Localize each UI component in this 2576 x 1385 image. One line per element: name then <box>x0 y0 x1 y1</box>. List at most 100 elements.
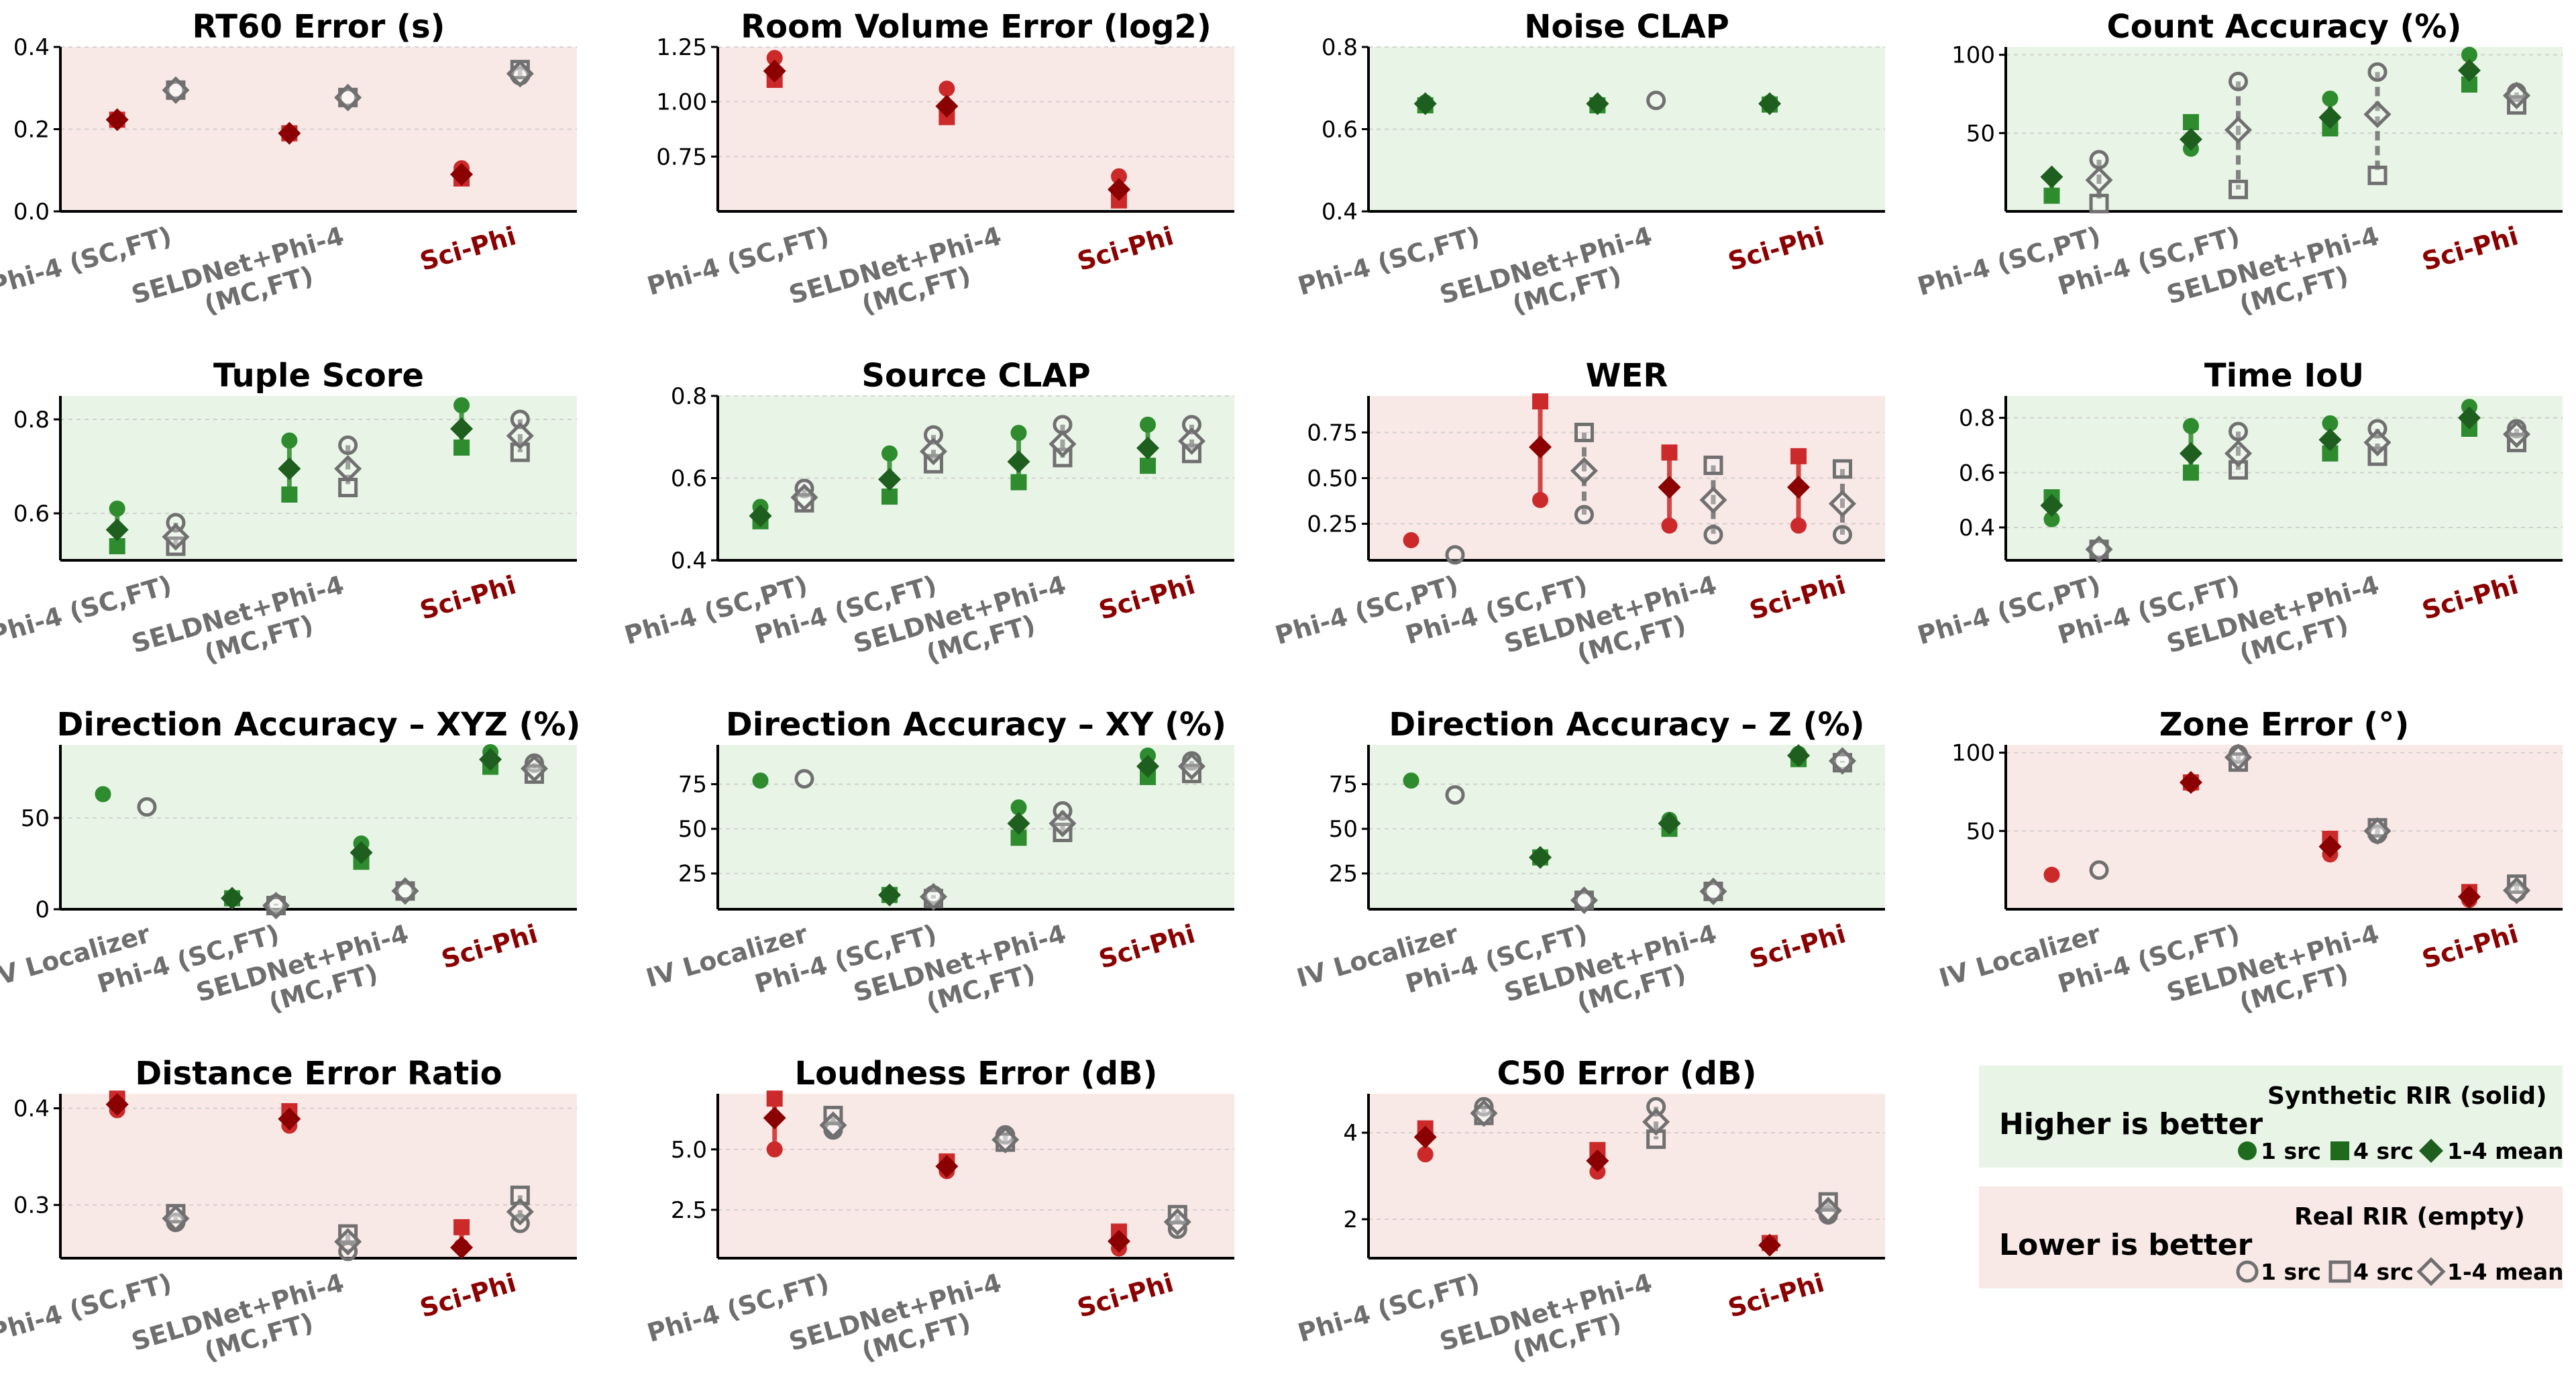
point-synthetic-mean <box>1586 1149 1609 1172</box>
point-synthetic-1src <box>766 50 783 66</box>
point-synthetic-4src <box>766 1090 783 1107</box>
point-synthetic-4src <box>281 486 298 503</box>
y-tick-label: 50 <box>1966 818 1995 845</box>
x-tick-label-sci-phi: Sci-Phi <box>1746 919 1849 974</box>
y-tick-label: 0.8 <box>1322 34 1358 61</box>
y-tick-label: 0.4 <box>671 548 707 574</box>
point-synthetic-4src <box>1010 474 1027 491</box>
y-tick-label: 50 <box>21 805 50 832</box>
point-synthetic-4src <box>2182 464 2199 481</box>
point-real-4src <box>2089 193 2109 213</box>
point-synthetic-1src <box>938 81 955 97</box>
point-real-mean <box>2224 440 2253 468</box>
point-real-mean <box>1177 752 1206 780</box>
point-real-mean <box>1049 430 1077 458</box>
point-real-mean <box>2502 81 2531 109</box>
point-synthetic-1src <box>1790 517 1807 534</box>
point-synthetic-mean <box>2179 771 2202 794</box>
point-real-mean <box>2502 420 2531 448</box>
panel-background <box>1368 1094 1885 1258</box>
chart-title: RT60 Error (s) <box>193 8 445 46</box>
point-synthetic-mean <box>878 468 902 491</box>
point-real-mean <box>334 1227 362 1256</box>
point-real-mean <box>506 60 534 88</box>
point-synthetic-4src <box>1790 448 1807 464</box>
point-real-1src <box>2089 860 2109 880</box>
point-synthetic-1src <box>1532 492 1549 509</box>
legend-real-mean-label: 1-4 mean <box>2447 1259 2564 1285</box>
point-real-1src <box>1445 785 1465 805</box>
point-synthetic-mean <box>763 59 786 83</box>
point-synthetic-mean <box>2457 885 2481 909</box>
point-synthetic-1src <box>453 397 470 413</box>
y-tick-label: 0.25 <box>1307 511 1358 538</box>
chart-title: Tuple Score <box>213 357 424 395</box>
y-tick-label: 2.5 <box>671 1197 707 1224</box>
point-synthetic-4src <box>2182 114 2199 130</box>
point-real-mean <box>2363 817 2392 845</box>
y-tick-label: 50 <box>1329 816 1358 843</box>
point-real-1src <box>2229 421 2249 442</box>
point-real-4src <box>1832 459 1852 479</box>
chart-title: Direction Accuracy – Z (%) <box>1389 706 1864 743</box>
point-synthetic-mean <box>450 162 474 186</box>
point-real-mean <box>1814 1196 1842 1225</box>
x-tick-label-sci-phi: Sci-Phi <box>2419 919 2522 974</box>
point-synthetic-mean <box>1007 812 1030 835</box>
point-synthetic-mean <box>450 1236 474 1260</box>
point-real-mean <box>2363 428 2392 456</box>
x-tick-label-sci-phi: Sci-Phi <box>438 919 541 974</box>
point-real-mean <box>1177 427 1206 455</box>
y-tick-label: 0.8 <box>671 383 707 410</box>
point-real-mean <box>506 1198 534 1226</box>
panel-background <box>718 47 1234 211</box>
point-real-mean <box>334 454 362 483</box>
x-tick-label-sci-phi: Sci-Phi <box>2419 570 2522 625</box>
point-synthetic-mean <box>2040 494 2063 517</box>
point-real-mean <box>162 1204 190 1233</box>
point-synthetic-mean <box>278 1107 301 1131</box>
point-synthetic-1src <box>109 501 125 517</box>
legend-higher-label: Higher is better <box>1999 1107 2263 1141</box>
y-tick-label: 100 <box>1951 740 1995 767</box>
point-real-mean <box>262 892 290 920</box>
y-tick-label: 25 <box>1329 861 1358 888</box>
y-tick-label: 0 <box>35 896 50 923</box>
chart-title: Zone Error (°) <box>2159 706 2410 743</box>
y-tick-label: 0.50 <box>1307 466 1358 493</box>
y-tick-label: 1.25 <box>656 34 707 61</box>
point-synthetic-mean <box>2179 442 2202 465</box>
point-synthetic-mean <box>1108 1229 1131 1253</box>
point-synthetic-mean <box>1787 743 1811 767</box>
chart-title: Noise CLAP <box>1524 8 1729 46</box>
x-tick-label-sci-phi: Sci-Phi <box>417 570 519 625</box>
point-synthetic-4src <box>1661 444 1678 461</box>
point-synthetic-1src <box>2322 415 2339 431</box>
panel-background <box>60 1094 577 1258</box>
y-tick-label: 0.0 <box>13 199 50 225</box>
point-real-1src <box>510 409 530 429</box>
point-real-mean <box>991 1125 1020 1153</box>
point-synthetic-mean <box>1413 92 1437 115</box>
legend-real-1src-label: 1 src <box>2261 1259 2321 1285</box>
point-synthetic-mean <box>1007 450 1030 473</box>
point-real-mean <box>790 483 818 511</box>
y-tick-label: 0.6 <box>1322 117 1358 144</box>
y-tick-label: 5.0 <box>671 1137 707 1164</box>
point-synthetic-mean <box>935 95 959 118</box>
point-synthetic-1src <box>1010 425 1027 442</box>
point-synthetic-mean <box>278 121 301 145</box>
point-real-1src <box>2229 71 2249 91</box>
legend-real-title: Real RIR (empty) <box>2294 1203 2525 1231</box>
chart-title: WER <box>1586 357 1668 395</box>
x-tick-label-sci-phi: Sci-Phi <box>1725 221 1827 276</box>
point-synthetic-1src <box>1661 517 1678 534</box>
chart-title: Distance Error Ratio <box>135 1055 502 1092</box>
y-tick-label: 1.00 <box>656 89 707 116</box>
